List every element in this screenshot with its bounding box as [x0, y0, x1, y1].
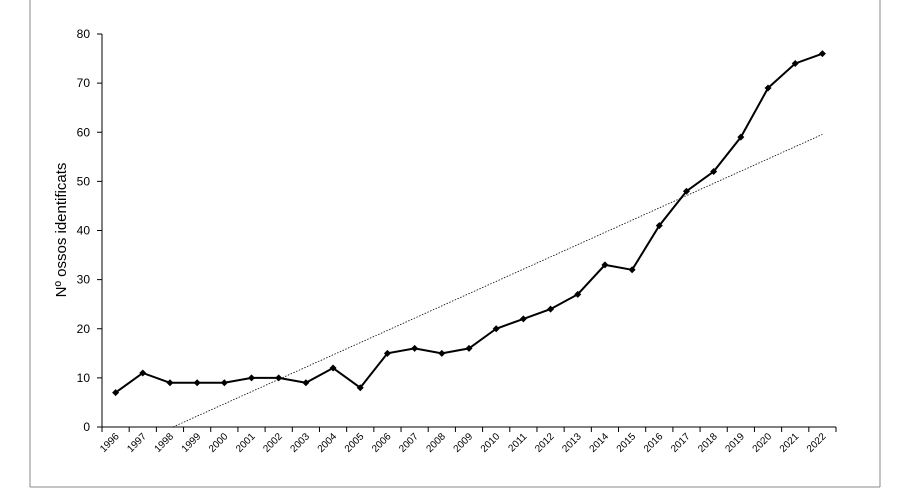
x-tick-label: 2007 [397, 431, 421, 455]
marker [411, 344, 419, 352]
marker [383, 349, 391, 357]
x-tick-label: 2017 [669, 431, 693, 455]
x-tick-label: 2011 [506, 431, 529, 454]
marker [193, 379, 201, 387]
x-tick-label: 2020 [751, 431, 775, 455]
marker [248, 374, 256, 382]
marker [737, 133, 745, 141]
x-tick-label: 2010 [479, 431, 503, 455]
marker [220, 379, 228, 387]
marker [655, 222, 663, 230]
x-tick-label: 2022 [805, 431, 829, 455]
x-tick-label: 2015 [615, 431, 639, 455]
y-axis-title: Nº ossos identificats [53, 163, 70, 298]
x-tick-label: 2004 [316, 431, 340, 455]
marker [492, 325, 500, 333]
y-tick-label: 60 [77, 125, 91, 139]
x-tick-label: 2000 [207, 431, 231, 455]
y-tick-label: 30 [77, 273, 91, 287]
marker [275, 374, 283, 382]
x-tick-label: 2012 [533, 431, 557, 455]
y-tick-label: 0 [83, 420, 90, 434]
y-tick-label: 20 [77, 322, 91, 336]
x-tick-label: 2005 [343, 431, 367, 455]
y-tick-label: 50 [77, 174, 91, 188]
x-tick-label: 2001 [234, 431, 258, 455]
marker [764, 84, 772, 92]
marker [356, 384, 364, 392]
marker [329, 364, 337, 372]
x-tick-label: 1998 [153, 431, 177, 455]
y-tick-label: 10 [77, 371, 91, 385]
marker [791, 59, 799, 67]
x-tick-label: 1999 [180, 431, 204, 455]
x-tick-label: 2016 [642, 431, 666, 455]
marker [465, 344, 473, 352]
x-tick-label: 2021 [778, 431, 802, 455]
marker [112, 389, 120, 397]
marker [547, 305, 555, 313]
x-tick-label: 2006 [370, 431, 394, 455]
x-tick-label: 2013 [560, 431, 584, 455]
y-tick-label: 80 [77, 27, 91, 41]
marker [519, 315, 527, 323]
marker [601, 261, 609, 269]
x-tick-label: 2003 [288, 431, 312, 455]
marker [438, 349, 446, 357]
x-tick-label: 1997 [125, 431, 149, 455]
y-tick-label: 70 [77, 76, 91, 90]
x-tick-label: 2002 [261, 431, 285, 455]
marker [139, 369, 147, 377]
marker [818, 50, 826, 58]
y-tick-label: 40 [77, 224, 91, 238]
data-line [115, 52, 823, 394]
x-tick-label: 2014 [588, 431, 612, 455]
x-tick-label: 2009 [452, 431, 476, 455]
trendline [172, 134, 823, 428]
marker [302, 379, 310, 387]
marker [682, 187, 690, 195]
x-tick-label: 1996 [98, 431, 122, 455]
marker [166, 379, 174, 387]
x-tick-label: 2018 [696, 431, 720, 455]
x-tick-label: 2019 [723, 431, 747, 455]
marker [628, 266, 636, 274]
x-tick-label: 2008 [424, 431, 448, 455]
marker [574, 290, 582, 298]
marker [710, 168, 718, 176]
